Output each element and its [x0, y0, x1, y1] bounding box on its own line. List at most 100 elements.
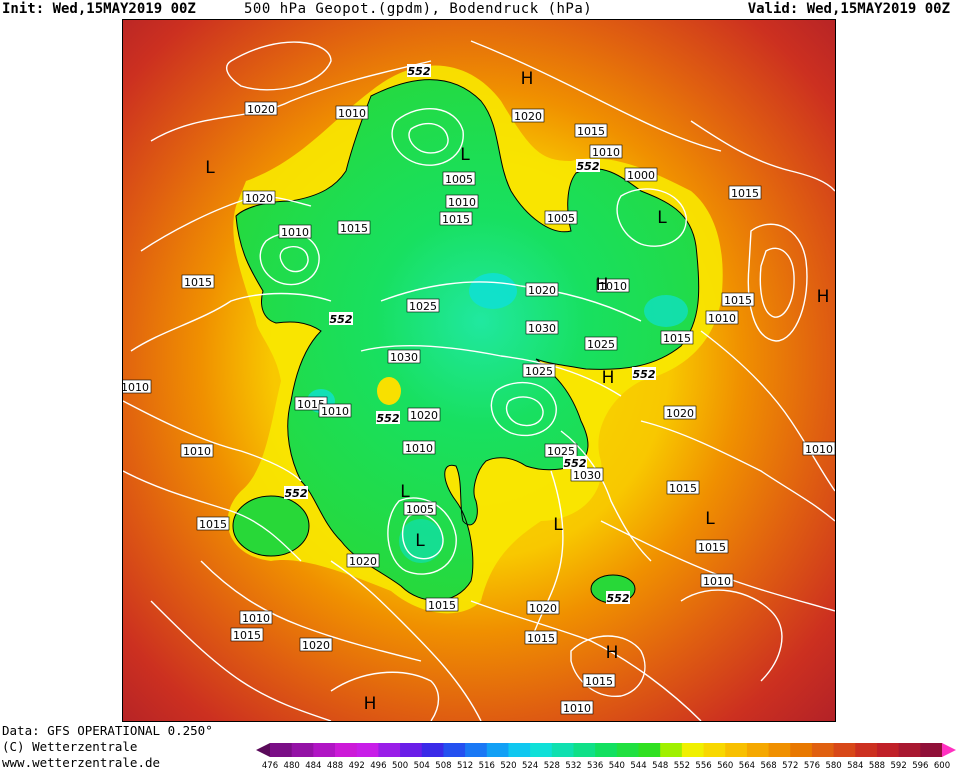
svg-text:1015: 1015: [527, 632, 555, 645]
svg-text:552: 552: [607, 592, 630, 605]
isobar-label: 1020: [346, 553, 380, 568]
high-pressure-marker: H: [521, 69, 534, 89]
svg-text:1010: 1010: [592, 146, 620, 159]
scale-color-cell: [486, 743, 509, 757]
scale-tick-label: 520: [500, 761, 516, 770]
svg-text:1010: 1010: [805, 443, 833, 456]
init-time: Init: Wed,15MAY2019 00Z: [2, 1, 196, 17]
svg-text:1010: 1010: [703, 575, 731, 588]
svg-text:1015: 1015: [663, 332, 691, 345]
svg-text:1015: 1015: [233, 629, 261, 642]
svg-text:552: 552: [377, 412, 400, 425]
isobar-label: 1030: [387, 349, 421, 364]
isobars: [123, 40, 835, 721]
isobar-label: 1015: [524, 630, 558, 645]
geopotential-552-area: [235, 79, 700, 601]
scale-color-cell: [638, 743, 661, 757]
isobar-label: 1020: [242, 190, 276, 205]
isobar-label: 1010: [560, 700, 594, 715]
geopotential-552-blob-west: [232, 495, 310, 557]
scale-color-cell: [660, 743, 683, 757]
scale-tick-label: 504: [414, 761, 430, 770]
svg-text:1005: 1005: [445, 173, 473, 186]
svg-text:1010: 1010: [338, 107, 366, 120]
scale-color-cell: [530, 743, 553, 757]
low-pressure-marker: L: [657, 208, 667, 228]
geopotential-label: 552: [563, 456, 587, 470]
isobar-label: 1015: [728, 185, 762, 200]
isobar-label: 1020: [299, 637, 333, 652]
scale-tick-label: 476: [262, 761, 278, 770]
geopotential-label: 552: [376, 411, 400, 425]
scale-tick-label: 488: [327, 761, 343, 770]
isobar-label: 1010: [596, 278, 630, 293]
low-pressure-marker: L: [205, 158, 215, 178]
scale-color-cell: [725, 743, 748, 757]
svg-text:1000: 1000: [627, 169, 655, 182]
high-pressure-marker: H: [364, 694, 377, 714]
isobar-label: 1015: [425, 597, 459, 612]
svg-text:1005: 1005: [406, 503, 434, 516]
scale-color-cell: [291, 743, 314, 757]
scale-tick-label: 552: [674, 761, 690, 770]
scale-color-cell: [876, 743, 900, 757]
scale-tick-label: 528: [544, 761, 560, 770]
isobar-label: 1015: [582, 673, 616, 688]
isobar-label: 1010: [278, 224, 312, 239]
svg-text:552: 552: [564, 457, 587, 470]
copyright: (C) Wetterzentrale: [2, 739, 138, 754]
scale-color-cell: [855, 743, 878, 757]
svg-text:1020: 1020: [349, 555, 377, 568]
low-core-cyan-4: [399, 519, 443, 563]
svg-text:1010: 1010: [448, 196, 476, 209]
svg-text:1010: 1010: [708, 312, 736, 325]
isobar-label: 1015: [230, 627, 264, 642]
isobar-label: 1030: [525, 320, 559, 335]
scale-tick-label: 560: [717, 761, 733, 770]
isobar-label: 1025: [406, 298, 440, 313]
svg-text:552: 552: [577, 160, 600, 173]
scale-tick-label: 556: [695, 761, 711, 770]
scale-color-cell: [703, 743, 726, 757]
svg-text:1020: 1020: [410, 409, 438, 422]
scale-color-cell: [421, 743, 444, 757]
svg-text:1020: 1020: [529, 602, 557, 615]
scale-tick-label: 592: [891, 761, 907, 770]
isobar-label: 1015: [660, 330, 694, 345]
isobar-label: 1010: [445, 194, 479, 209]
svg-text:1015: 1015: [585, 675, 613, 688]
scale-color-cell: [356, 743, 379, 757]
svg-text:1015: 1015: [184, 276, 212, 289]
scale-color-cell: [335, 743, 358, 757]
scale-color-cell: [898, 743, 921, 757]
svg-text:1030: 1030: [390, 351, 418, 364]
svg-text:1020: 1020: [514, 110, 542, 123]
geopotential-label: 552: [632, 367, 656, 381]
scale-tick-label: 580: [825, 761, 841, 770]
scale-tick-label: 588: [869, 761, 885, 770]
isobar-label: 1020: [663, 405, 697, 420]
svg-text:1015: 1015: [297, 398, 325, 411]
svg-text:1015: 1015: [340, 222, 368, 235]
isobar-label: 1015: [337, 220, 371, 235]
scale-tick-label: 600: [934, 761, 950, 770]
weather-map: 1020 1010 1020 1015 1010 1005 1000 1010 1015 1005…: [122, 19, 836, 722]
isobar-label: 1010: [402, 440, 436, 455]
isobar-label: 1005: [544, 210, 578, 225]
high-pressure-marker: H: [606, 643, 619, 663]
scale-color-cell: [400, 743, 423, 757]
svg-text:1015: 1015: [731, 187, 759, 200]
color-scale-legend: 476 480 484 488 492 496 500 504 508 512 516 520 524 5…: [256, 741, 956, 771]
valid-time: Valid: Wed,15MAY2019 00Z: [747, 1, 950, 17]
scale-tick-label: 512: [457, 761, 473, 770]
svg-text:552: 552: [633, 368, 656, 381]
scale-tick-label: 500: [392, 761, 408, 770]
scale-color-cell: [833, 743, 856, 757]
isobar-label: 1010: [335, 105, 369, 120]
yellow-patch: [377, 377, 401, 405]
svg-text:1015: 1015: [199, 518, 227, 531]
scale-tick-label: 492: [349, 761, 365, 770]
geopotential-label: 552: [407, 64, 431, 78]
svg-text:1015: 1015: [428, 599, 456, 612]
svg-text:1010: 1010: [321, 405, 349, 418]
